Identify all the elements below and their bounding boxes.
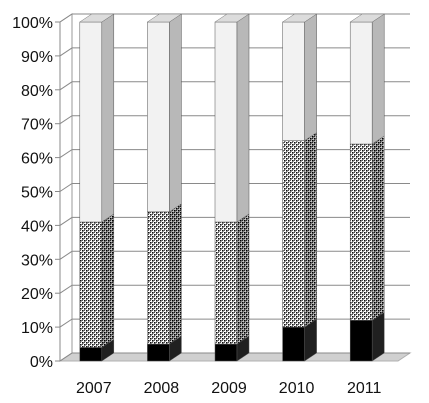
bar-segment-front <box>147 211 170 345</box>
y-tick-label: 20% <box>21 286 53 303</box>
y-tick-label: 70% <box>21 117 53 134</box>
y-tick-label: 0% <box>30 354 53 371</box>
bar-2011-segment-2 <box>349 135 385 321</box>
x-category-label: 2008 <box>144 380 180 397</box>
bar-segment-front <box>349 143 373 321</box>
bar-2010-segment-1 <box>282 318 317 362</box>
bar-2011-segment-1 <box>349 311 385 362</box>
y-tick-label: 100% <box>12 15 53 32</box>
y-tick-label: 50% <box>21 185 53 202</box>
y-tick-label: 10% <box>21 320 53 337</box>
bar-top-face <box>146 13 183 23</box>
y-tick-label: 40% <box>21 218 53 235</box>
bar-2007-segment-3 <box>78 13 115 223</box>
bar-segment-front <box>214 343 238 362</box>
bar-segment-side <box>169 13 182 213</box>
bar-2007-segment-2 <box>79 213 115 348</box>
y-tick-label: 30% <box>21 252 53 269</box>
y-tick-label: 80% <box>21 83 53 100</box>
y-tick-label: 90% <box>21 49 53 66</box>
bar-2008-segment-3 <box>146 13 183 213</box>
bar-segment-front <box>214 221 238 345</box>
bar-top-face <box>349 13 386 23</box>
x-category-label: 2011 <box>347 380 382 397</box>
bar-segment-front <box>282 326 305 362</box>
bar-2008-segment-2 <box>147 203 182 345</box>
bar-segment-side <box>304 132 317 328</box>
x-axis-category-labels: 2007 2008 2009 2010 2011 <box>76 380 382 397</box>
bar-2009-segment-3 <box>214 13 250 223</box>
bar-2011-segment-3 <box>349 13 386 145</box>
bar-2010-segment-3 <box>281 13 318 142</box>
bar-2009-segment-2 <box>214 213 250 345</box>
bar-segment-side <box>101 213 115 348</box>
bar-2010-segment-2 <box>282 132 317 328</box>
bar-segment-side <box>236 213 250 345</box>
bar-segment-side <box>169 203 182 345</box>
bar-segment-front <box>282 21 305 141</box>
x-category-label: 2009 <box>211 380 247 397</box>
y-axis-tick-labels: 0% 10% 20% 30% 40% 50% 60% 70% 80% 90% 100% <box>12 15 53 371</box>
bar-segment-front <box>147 343 170 362</box>
bar-segment-front <box>349 320 373 362</box>
bar-top-face <box>214 13 250 23</box>
bar-segment-front <box>147 21 170 213</box>
bar-segment-front <box>214 21 238 223</box>
x-category-label: 2007 <box>76 380 112 397</box>
bar-segment-side <box>304 13 317 142</box>
bar-segment-side <box>371 13 385 145</box>
bar-segment-side <box>101 13 115 223</box>
bar-segment-front <box>79 221 103 348</box>
bar-2007-segment-1 <box>79 338 115 362</box>
bar-segment-front <box>282 140 305 328</box>
bar-top-face <box>281 13 318 23</box>
bar-segment-front <box>79 21 103 223</box>
bar-segment-front <box>349 21 373 145</box>
bar-top-face <box>78 13 115 23</box>
bar-segment-side <box>371 135 385 321</box>
bar-segment-side <box>371 311 385 362</box>
y-tick-label: 60% <box>21 151 53 168</box>
bars <box>78 13 386 362</box>
bar-segment-side <box>236 13 250 223</box>
bar-segment-front <box>79 347 103 362</box>
x-category-label: 2010 <box>279 380 315 397</box>
